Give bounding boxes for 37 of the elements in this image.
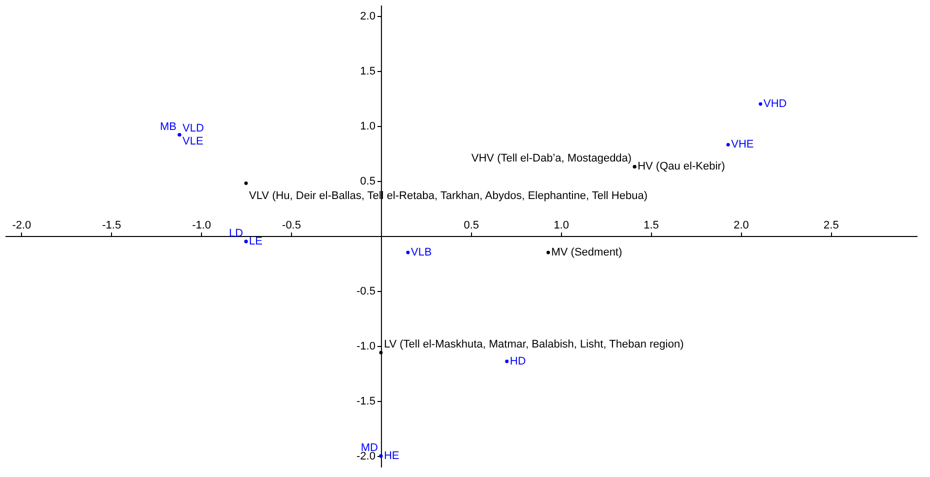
- y-tick-label: -1.0: [356, 340, 376, 352]
- data-label: VLE: [182, 135, 204, 148]
- x-tick-label: 2.5: [824, 220, 839, 232]
- data-label: LV (Tell el-Maskhuta, Matmar, Balabish, Lisht, Theban region): [384, 338, 684, 351]
- point: [406, 250, 410, 254]
- x-tick-label: 1.5: [644, 220, 659, 232]
- data-label: HV (Qau el-Kebir): [638, 160, 726, 173]
- y-tick-label: -0.5: [356, 286, 376, 298]
- y-tick-label: 1.5: [360, 66, 376, 78]
- y-tick-label: 0.5: [360, 176, 376, 188]
- x-tick-label: 2.0: [734, 220, 749, 232]
- point: [758, 102, 762, 106]
- y-tick-label: -2.0: [356, 450, 376, 462]
- data-label: MV (Sedment): [551, 246, 622, 258]
- y-tick-label: 2.0: [360, 10, 376, 22]
- point: [379, 350, 383, 354]
- x-tick-label: -1.5: [102, 220, 122, 232]
- point: [505, 360, 509, 364]
- x-tick-label: -2.0: [12, 220, 32, 232]
- x-tick-label: 0.5: [464, 220, 480, 232]
- x-tick-label: 1.0: [554, 220, 569, 232]
- data-label: HE: [384, 450, 400, 462]
- x-tick-label: -1.0: [192, 220, 212, 232]
- data-label: LE: [249, 236, 263, 248]
- data-label: MB: [160, 120, 176, 133]
- data-label: HD: [510, 355, 526, 368]
- y-tick-label: -1.5: [356, 396, 376, 408]
- data-label: VHE: [731, 138, 754, 151]
- point: [244, 181, 248, 185]
- x-tick-label: -0.5: [282, 220, 301, 232]
- data-label: VHD: [764, 98, 787, 110]
- data-label: VHV (Tell el-Dab’a, Mostagedda): [471, 152, 632, 165]
- point: [546, 250, 550, 254]
- point: [726, 142, 730, 146]
- data-label: VLD: [182, 122, 204, 134]
- y-tick-label: 1.0: [360, 120, 376, 132]
- data-label: VLB: [410, 246, 432, 258]
